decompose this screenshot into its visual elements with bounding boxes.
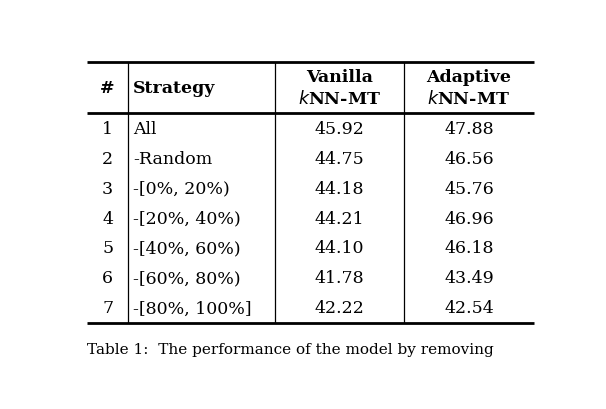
Text: 2: 2 [102,150,113,167]
Text: 46.96: 46.96 [444,210,494,227]
Text: 43.49: 43.49 [444,270,494,287]
Text: 5: 5 [102,240,113,257]
Text: 6: 6 [102,270,113,287]
Text: Table 1:  The performance of the model by removing: Table 1: The performance of the model by… [87,342,494,356]
Text: 45.76: 45.76 [444,180,494,197]
Text: 47.88: 47.88 [444,120,494,137]
Text: 7: 7 [102,300,113,317]
Text: 44.75: 44.75 [315,150,364,167]
Text: 46.56: 46.56 [444,150,494,167]
Text: 42.22: 42.22 [315,300,365,317]
Text: #: # [101,80,115,97]
Text: 42.54: 42.54 [444,300,494,317]
Text: Adaptive
$k$NN-MT: Adaptive $k$NN-MT [427,69,511,108]
Text: 45.92: 45.92 [315,120,365,137]
Text: -[0%, 20%): -[0%, 20%) [133,180,230,197]
Text: Vanilla
$k$NN-MT: Vanilla $k$NN-MT [298,69,381,108]
Text: -[80%, 100%]: -[80%, 100%] [133,300,252,317]
Text: 44.10: 44.10 [315,240,364,257]
Text: -[40%, 60%): -[40%, 60%) [133,240,241,257]
Text: 41.78: 41.78 [315,270,364,287]
Text: 4: 4 [102,210,113,227]
Text: 44.21: 44.21 [315,210,364,227]
Text: 46.18: 46.18 [444,240,494,257]
Text: 1: 1 [102,120,113,137]
Text: Strategy: Strategy [133,80,216,97]
Text: -[60%, 80%): -[60%, 80%) [133,270,241,287]
Text: 3: 3 [102,180,113,197]
Text: -Random: -Random [133,150,213,167]
Text: All: All [133,120,157,137]
Text: -[20%, 40%): -[20%, 40%) [133,210,241,227]
Text: 44.18: 44.18 [315,180,364,197]
